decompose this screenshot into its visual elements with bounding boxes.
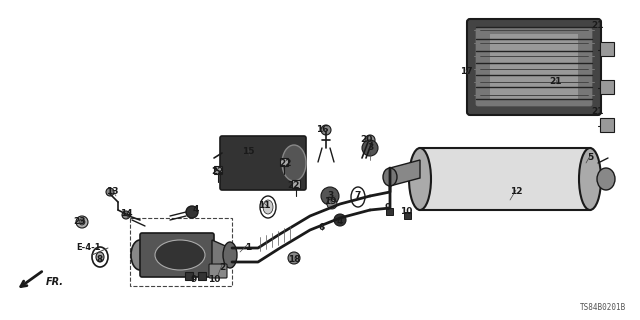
Text: 1: 1 [245, 244, 251, 252]
Text: 12: 12 [509, 188, 522, 196]
Text: 19: 19 [324, 197, 336, 206]
FancyBboxPatch shape [220, 136, 306, 190]
Ellipse shape [79, 219, 85, 225]
Text: 22: 22 [280, 159, 292, 169]
Ellipse shape [597, 168, 615, 190]
Text: 5: 5 [587, 154, 593, 163]
Bar [600, 80, 614, 94]
Circle shape [321, 125, 331, 135]
Text: 7: 7 [355, 191, 361, 201]
FancyBboxPatch shape [209, 264, 227, 278]
Bar [490, 34, 578, 100]
Ellipse shape [96, 252, 104, 262]
Bar [280, 158, 288, 166]
Text: 20: 20 [360, 135, 372, 145]
Bar [198, 272, 206, 280]
Text: E-4-1: E-4-1 [76, 244, 100, 252]
Ellipse shape [263, 200, 273, 214]
Text: TS84B0201B: TS84B0201B [580, 303, 626, 312]
Text: 9: 9 [385, 204, 391, 212]
Text: 14: 14 [120, 210, 132, 219]
Circle shape [321, 187, 339, 205]
Ellipse shape [282, 145, 306, 181]
Text: 10: 10 [400, 207, 412, 217]
Bar [600, 118, 614, 132]
Text: 4: 4 [193, 205, 199, 214]
Circle shape [362, 140, 378, 156]
Text: 22: 22 [212, 167, 224, 177]
Ellipse shape [579, 148, 601, 210]
Text: 21: 21 [592, 108, 604, 116]
Ellipse shape [409, 148, 431, 210]
Ellipse shape [131, 240, 149, 270]
Bar [214, 166, 222, 174]
Circle shape [122, 211, 130, 219]
Bar [404, 212, 411, 219]
Text: 18: 18 [288, 255, 300, 265]
FancyBboxPatch shape [467, 19, 601, 115]
Bar [185, 272, 193, 280]
Text: FR.: FR. [46, 277, 64, 287]
FancyBboxPatch shape [476, 28, 592, 106]
Text: 11: 11 [258, 202, 270, 211]
Text: 17: 17 [460, 68, 472, 76]
Text: 16: 16 [316, 125, 328, 134]
Text: 3: 3 [367, 143, 373, 153]
Ellipse shape [76, 216, 88, 228]
Text: 10: 10 [208, 276, 220, 284]
Text: 21: 21 [592, 21, 604, 30]
Circle shape [186, 206, 198, 218]
Polygon shape [390, 160, 420, 186]
Circle shape [106, 188, 114, 196]
Circle shape [288, 252, 300, 264]
Ellipse shape [155, 240, 205, 270]
Bar [130, 218, 232, 286]
Text: 21: 21 [550, 77, 563, 86]
Text: 6: 6 [319, 223, 325, 233]
Text: 9: 9 [191, 276, 197, 284]
FancyBboxPatch shape [140, 233, 214, 277]
Circle shape [334, 214, 346, 226]
Bar [292, 180, 300, 188]
Bar [600, 42, 614, 56]
Bar [420, 148, 590, 210]
Ellipse shape [383, 168, 397, 186]
Text: 2: 2 [219, 263, 225, 273]
Text: 8: 8 [97, 255, 103, 265]
Text: 3: 3 [327, 191, 333, 201]
Circle shape [365, 135, 375, 145]
Circle shape [327, 199, 337, 209]
Polygon shape [212, 240, 230, 270]
Text: 13: 13 [106, 188, 118, 196]
Text: 23: 23 [74, 218, 86, 227]
Bar [386, 208, 393, 215]
Text: 15: 15 [242, 148, 254, 156]
Ellipse shape [223, 242, 237, 268]
Text: 22: 22 [288, 181, 300, 190]
Text: 4: 4 [337, 218, 343, 227]
